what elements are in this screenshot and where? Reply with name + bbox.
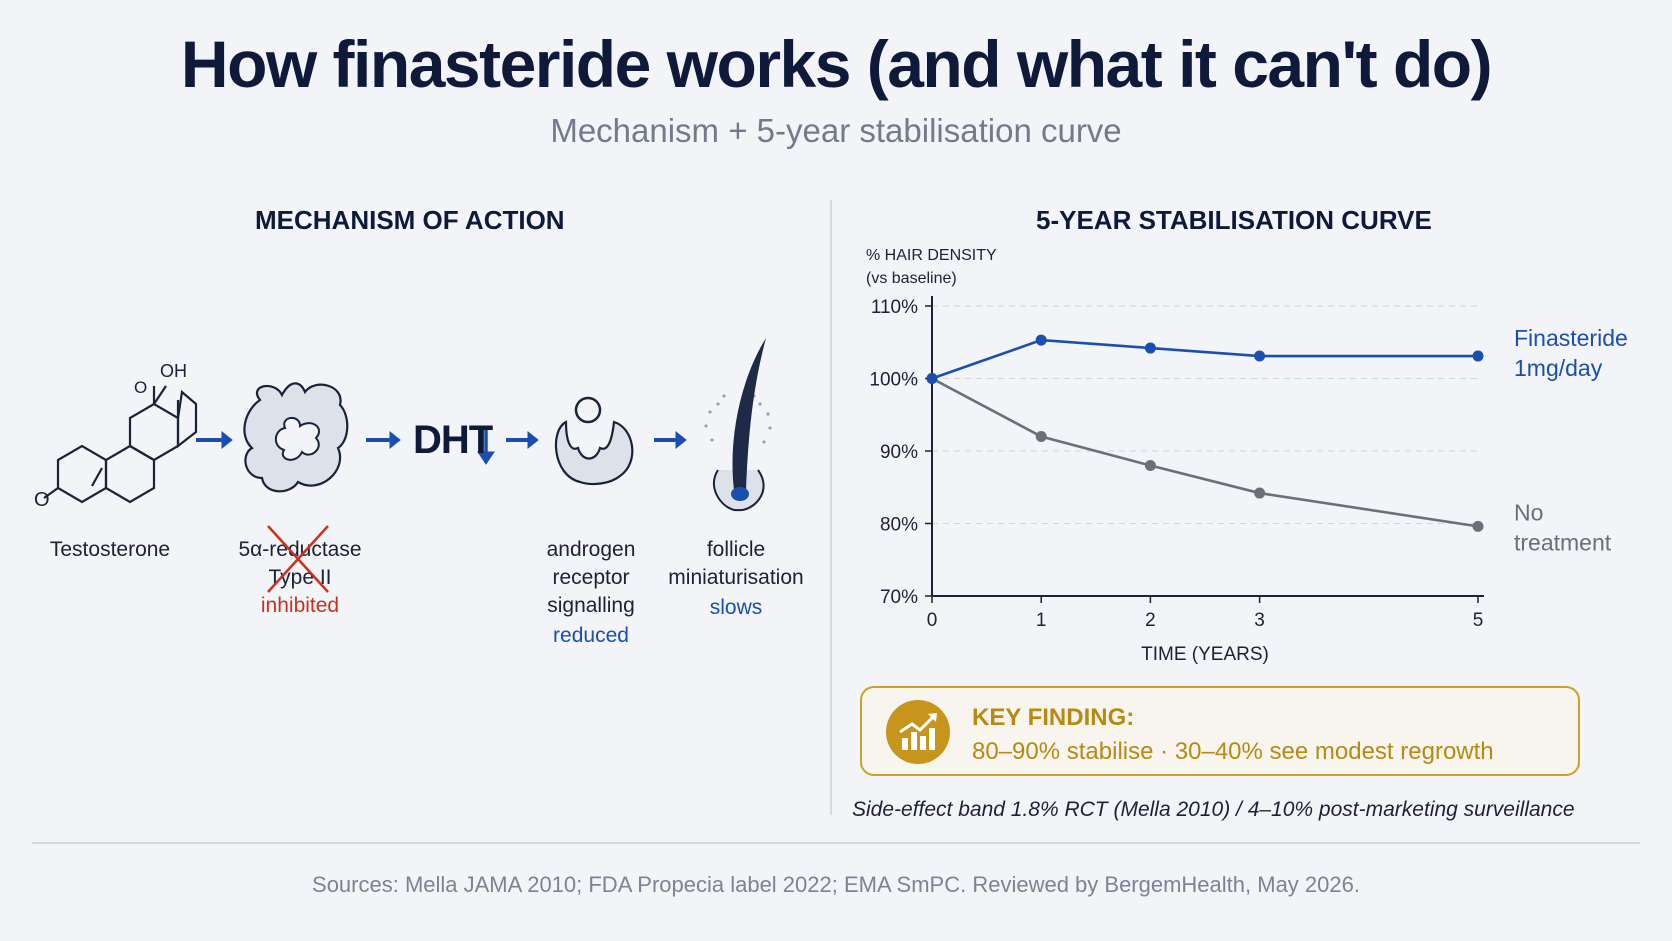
chart-heading: 5-YEAR STABILISATION CURVE — [1036, 205, 1432, 235]
side-effect-note: Side-effect band 1.8% RCT (Mella 2010) /… — [852, 798, 1575, 821]
data-point-0 — [1035, 334, 1047, 346]
y-tick-label: 70% — [880, 587, 918, 608]
receptor-label-group: androgen receptor signalling reduced — [518, 536, 664, 650]
y-tick-label: 80% — [880, 515, 918, 536]
x-tick-label: 0 — [927, 610, 938, 631]
y-axis-title-line2: (vs baseline) — [866, 270, 957, 287]
x-tick-label: 1 — [1036, 610, 1047, 631]
arrow-right-icon — [506, 430, 539, 450]
key-finding-text: 80–90% stabilise · 30–40% see modest reg… — [972, 738, 1494, 765]
enzyme-status: inhibited — [260, 594, 340, 617]
series-label-no-treatment-line2: treatment — [1514, 529, 1612, 555]
arrow-down-icon — [477, 426, 495, 465]
y-axis-title-line1: % HAIR DENSITY — [866, 247, 997, 264]
receptor-status: reduced — [553, 624, 629, 647]
page-subtitle: Mechanism + 5-year stabilisation curve — [550, 112, 1122, 149]
arrow-right-icon — [366, 430, 401, 450]
receptor-label-line2: receptor — [552, 566, 630, 589]
series-line-1 — [931, 377, 1479, 528]
horizontal-divider — [32, 842, 1640, 844]
enzyme-label-line1: 5α-reductase — [238, 538, 362, 561]
page-title: How finasteride works (and what it can't… — [180, 27, 1493, 101]
data-point-0 — [1144, 342, 1156, 354]
enzyme-icon — [243, 382, 349, 493]
x-tick-label: 2 — [1145, 610, 1156, 631]
data-point-0 — [1472, 350, 1484, 362]
data-point-1 — [1472, 520, 1484, 532]
follicle-status: slows — [709, 596, 763, 619]
hair-follicle-icon — [704, 338, 772, 512]
mechanism-heading: MECHANISM OF ACTION — [255, 205, 565, 235]
arrow-right-icon — [196, 430, 233, 450]
data-point-0 — [1254, 350, 1266, 362]
mechanism-illustration: O O OH — [34, 338, 772, 512]
stabilisation-chart: % HAIR DENSITY (vs baseline) 110% 100% 90% 80… — [866, 247, 1628, 665]
data-point-1 — [1254, 487, 1266, 499]
receptor-icon — [554, 396, 634, 486]
testosterone-label: Testosterone — [49, 538, 171, 561]
oh-label: OH — [160, 361, 187, 381]
data-point-1 — [1144, 460, 1156, 471]
follicle-label-line2: miniaturisation — [668, 566, 804, 589]
follicle-label-group: follicle miniaturisation slows — [656, 536, 816, 622]
series-label-finasteride-line1: Finasteride — [1514, 325, 1628, 351]
enzyme-label-line2: Type II — [268, 566, 332, 589]
receptor-label-line1: androgen — [546, 538, 636, 561]
x-axis-title: TIME (YEARS) — [1141, 644, 1269, 665]
follicle-label-line1: follicle — [706, 538, 766, 561]
o-atom-label: O — [34, 489, 50, 511]
receptor-label-line3: signalling — [547, 594, 635, 617]
y-tick-label: 110% — [871, 297, 918, 318]
enzyme-name: 5α-reductase Type II — [238, 525, 362, 593]
dht-label: DHT — [413, 418, 493, 462]
series-label-finasteride-line2: 1mg/day — [1514, 355, 1603, 381]
key-finding-box: KEY FINDING: 80–90% stabilise · 30–40% s… — [860, 686, 1580, 776]
trending-up-chart-icon — [886, 700, 950, 764]
data-point-0 — [926, 373, 938, 384]
o-atom-label-2: O — [134, 378, 147, 397]
vertical-divider — [830, 200, 832, 815]
cross-out-icon — [267, 525, 330, 593]
key-finding-title: KEY FINDING: — [972, 704, 1135, 731]
data-point-1 — [1035, 431, 1047, 442]
series-label-no-treatment-line1: No — [1514, 499, 1543, 525]
testosterone-molecule-icon — [43, 385, 198, 504]
y-tick-label: 100% — [869, 370, 918, 391]
sources-footnote: Sources: Mella JAMA 2010; FDA Propecia l… — [312, 872, 1360, 897]
series-line-0 — [931, 338, 1478, 380]
x-tick-label: 5 — [1473, 610, 1484, 631]
arrow-right-icon — [654, 430, 687, 450]
enzyme-label-group: 5α-reductase Type II inhibited — [220, 525, 380, 620]
y-tick-label: 90% — [880, 442, 918, 463]
x-tick-label: 3 — [1254, 610, 1265, 631]
